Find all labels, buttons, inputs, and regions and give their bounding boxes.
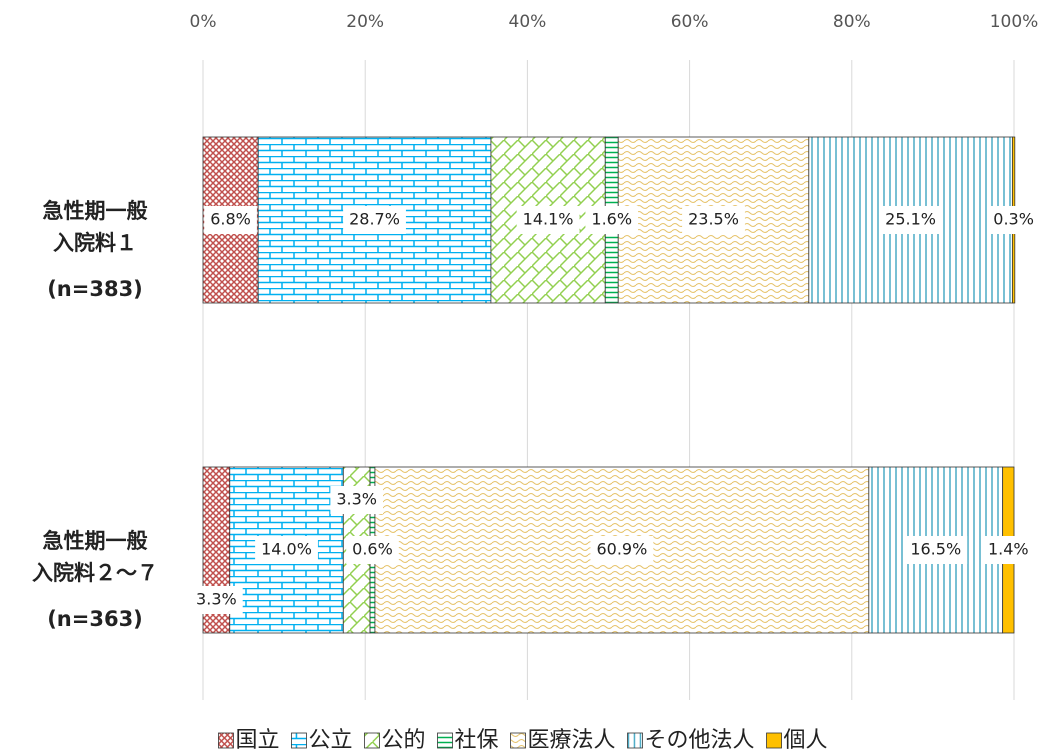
data-label: 16.5%	[904, 536, 968, 564]
category-label: 急性期一般	[43, 529, 148, 553]
legend-label: 公立	[308, 728, 352, 753]
data-label-bg	[585, 206, 639, 234]
x-tick-label: 40%	[509, 12, 547, 32]
data-label-bg	[343, 206, 406, 234]
x-tick-label: 80%	[833, 12, 871, 32]
data-label: 1.6%	[585, 206, 639, 234]
legend-swatch	[364, 732, 380, 749]
legend-label: 国立	[235, 728, 279, 753]
data-label: 60.9%	[590, 536, 654, 564]
data-label-bg	[590, 536, 654, 564]
legend-label: 社保	[454, 728, 498, 753]
data-label-bg	[904, 536, 968, 564]
data-label-text: 0.6%	[352, 540, 393, 559]
data-label: 0.3%	[987, 206, 1040, 234]
legend-swatch	[627, 732, 643, 749]
data-label-text: 1.4%	[988, 540, 1029, 559]
category-label: (n=363)	[47, 607, 143, 631]
x-tick-label: 60%	[671, 12, 709, 32]
legend-swatch	[766, 732, 782, 749]
legend-label: その他法人	[645, 728, 755, 753]
data-label: 1.4%	[981, 536, 1035, 564]
data-label-text: 28.7%	[349, 210, 400, 229]
data-label: 0.6%	[346, 536, 399, 564]
data-label-bg	[516, 206, 580, 234]
x-tick-label: 100%	[990, 12, 1039, 32]
data-label-text: 6.8%	[210, 210, 251, 229]
data-label: 6.8%	[204, 206, 257, 234]
legend-label: 公的	[381, 728, 425, 753]
data-label: 14.0%	[255, 536, 318, 564]
data-label-text: 3.3%	[336, 490, 377, 509]
data-label-bg	[682, 206, 745, 234]
data-label: 23.5%	[682, 206, 745, 234]
category-label: 急性期一般	[43, 199, 148, 223]
legend-label: 医療法人	[528, 728, 616, 753]
data-label-text: 16.5%	[910, 540, 961, 559]
data-label-bg	[346, 536, 399, 564]
data-label: 28.7%	[343, 206, 406, 234]
category-label: 入院料１	[53, 231, 137, 255]
data-label-bg	[204, 206, 257, 234]
data-label-text: 60.9%	[596, 540, 647, 559]
data-label: 14.1%	[516, 206, 580, 234]
data-label-text: 14.0%	[261, 540, 312, 559]
category-label: 入院料２～７	[32, 561, 158, 585]
data-label-text: 3.3%	[196, 590, 237, 609]
data-label: 3.3%	[190, 586, 243, 614]
data-label-text: 1.6%	[591, 210, 632, 229]
data-label-bg	[981, 536, 1035, 564]
legend-label: 個人	[784, 728, 828, 753]
legend-swatch	[510, 732, 526, 749]
x-tick-label: 0%	[190, 12, 217, 32]
data-label-bg	[330, 486, 384, 514]
data-label-text: 23.5%	[688, 210, 739, 229]
data-label-text: 0.3%	[993, 210, 1034, 229]
legend-swatch	[218, 732, 234, 749]
data-label-text: 25.1%	[885, 210, 936, 229]
data-label-bg	[190, 586, 243, 614]
data-label-bg	[255, 536, 318, 564]
legend-swatch	[437, 732, 453, 749]
legend: 国立 公立 公的 社保 医療法人 その他法人 個人	[218, 728, 828, 753]
data-label-bg	[879, 206, 943, 234]
x-tick-label: 20%	[346, 12, 384, 32]
category-label: (n=383)	[47, 277, 143, 301]
data-label-text: 14.1%	[523, 210, 574, 229]
legend-swatch	[291, 732, 307, 749]
data-label: 25.1%	[879, 206, 943, 234]
data-label: 3.3%	[330, 486, 384, 514]
data-label-bg	[987, 206, 1040, 234]
